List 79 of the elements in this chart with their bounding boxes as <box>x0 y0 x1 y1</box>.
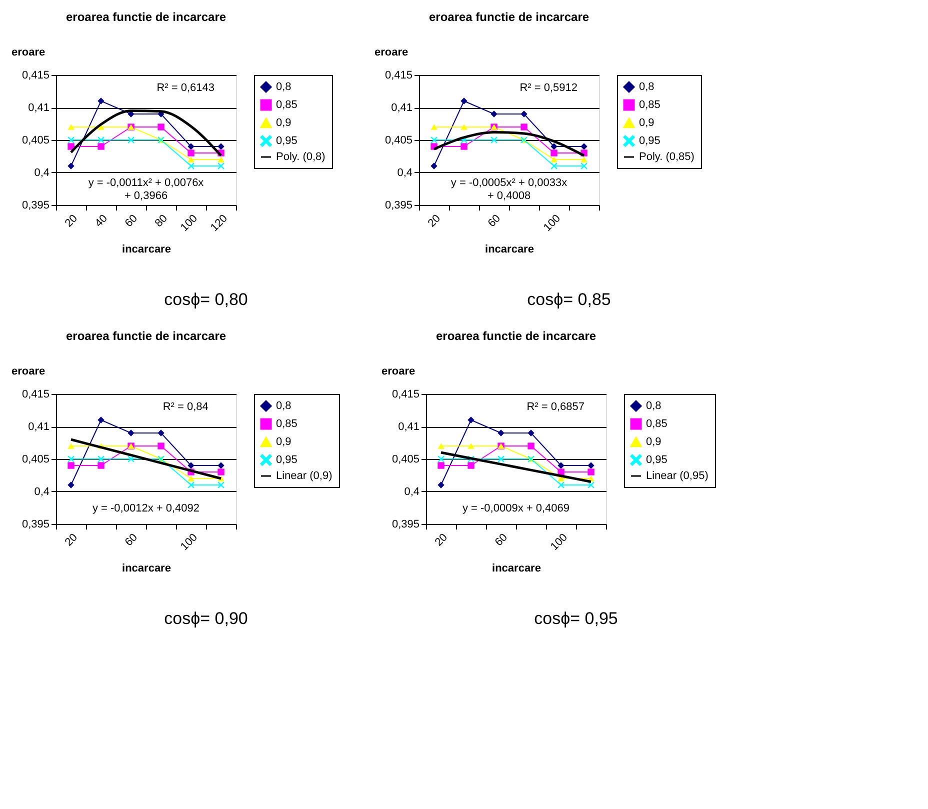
y-tick-label: 0,415 <box>22 70 50 82</box>
x-tick-label: 80 <box>152 212 170 230</box>
y-tick-label: 0,395 <box>22 518 50 530</box>
annotation: y = -0,0011x² + 0,0076x + 0,3966 <box>88 176 204 202</box>
x-tick-label: 100 <box>178 212 200 234</box>
x-tick-label: 100 <box>548 532 570 553</box>
y-tick-label: 0,405 <box>22 134 50 146</box>
legend-label: 0,9 <box>646 436 662 448</box>
y-axis-title: eroare <box>382 366 416 378</box>
legend-label: 0,85 <box>639 99 660 111</box>
annotation: y = -0,0005x² + 0,0033x + 0,4008 <box>450 176 568 202</box>
text: cosϕ= 0,80 <box>164 290 248 309</box>
y-tick-label: 0,41 <box>28 102 50 114</box>
y-tick-label: 0,405 <box>384 134 412 146</box>
text: cosϕ= 0,90 <box>164 609 248 628</box>
annotation: y = -0,0009x + 0,4069 <box>462 502 570 514</box>
x-axis-title: incarcare <box>485 243 534 256</box>
y-tick-label: 0,395 <box>384 200 412 212</box>
legend-label: 0,95 <box>276 135 298 147</box>
y-tick-label: 0,41 <box>398 421 420 433</box>
legend-label: 0,95 <box>646 454 668 466</box>
legend-label: 0,9 <box>639 117 654 129</box>
y-tick-label: 0,4 <box>34 167 50 179</box>
legend-label: 0,8 <box>276 400 292 412</box>
text: cosϕ= 0,95 <box>534 609 618 628</box>
x-tick-label: 120 <box>208 212 230 234</box>
y-axis-title: eroare <box>12 366 46 378</box>
legend-label: 0,9 <box>276 117 292 129</box>
y-tick-label: 0,405 <box>22 454 50 466</box>
x-tick-label: 60 <box>122 532 140 549</box>
legend-label: Linear (0,9) <box>276 470 332 482</box>
y-axis-title: eroare <box>374 46 408 58</box>
y-tick-label: 0,395 <box>392 518 420 530</box>
legend-label: 0,8 <box>646 400 662 412</box>
x-axis-title: incarcare <box>492 562 541 574</box>
y-tick-label: 0,395 <box>22 200 50 212</box>
legend-label: 0,95 <box>276 454 298 466</box>
x-axis-title: incarcare <box>122 562 171 574</box>
annotation: R² = 0,5912 <box>520 82 578 94</box>
text: cosϕ= 0,85 <box>527 290 611 309</box>
legend-label: Linear (0,95) <box>646 470 708 482</box>
y-tick-label: 0,415 <box>384 70 412 82</box>
legend-label: 0,9 <box>276 436 292 448</box>
chart-title: eroarea functie de incarcare <box>428 10 590 24</box>
legend-label: 0,8 <box>276 81 292 93</box>
chart-title: eroarea functie de incarcare <box>66 10 226 24</box>
x-tick-label: 100 <box>542 212 563 234</box>
y-tick-label: 0,41 <box>28 421 50 433</box>
legend-label: 0,85 <box>276 99 298 111</box>
legend-label: Poly. (0,85) <box>639 151 694 163</box>
annotation: R² = 0,84 <box>162 401 208 413</box>
legend-label: 0,8 <box>639 81 654 93</box>
legend-label: Poly. (0,8) <box>276 151 326 163</box>
annotation: R² = 0,6857 <box>526 401 584 413</box>
x-tick-label: 60 <box>486 212 503 230</box>
x-tick-label: 60 <box>122 212 140 230</box>
x-tick-label: 20 <box>62 212 80 230</box>
y-tick-label: 0,405 <box>392 454 420 466</box>
annotation: R² = 0,6143 <box>156 82 214 94</box>
y-tick-label: 0,4 <box>404 486 420 498</box>
legend-label: 0,95 <box>639 135 660 147</box>
legend-label: 0,85 <box>646 418 668 430</box>
chart-title: eroarea functie de incarcare <box>66 329 226 343</box>
x-tick-label: 20 <box>432 532 450 549</box>
x-axis-title: incarcare <box>122 243 171 256</box>
chart-title: eroarea functie de incarcare <box>436 329 596 343</box>
x-tick-label: 60 <box>492 532 510 549</box>
y-tick-label: 0,4 <box>397 167 412 179</box>
y-tick-label: 0,41 <box>391 102 412 114</box>
x-tick-label: 20 <box>426 212 443 230</box>
x-tick-label: 100 <box>178 532 200 553</box>
y-tick-label: 0,415 <box>392 388 420 400</box>
legend-label: 0,85 <box>276 418 298 430</box>
y-tick-label: 0,4 <box>34 486 50 498</box>
x-tick-label: 20 <box>62 532 80 549</box>
annotation: y = -0,0012x + 0,4092 <box>92 502 200 514</box>
y-axis-title: eroare <box>12 46 46 58</box>
x-tick-label: 40 <box>92 212 110 230</box>
y-tick-label: 0,415 <box>22 388 50 400</box>
